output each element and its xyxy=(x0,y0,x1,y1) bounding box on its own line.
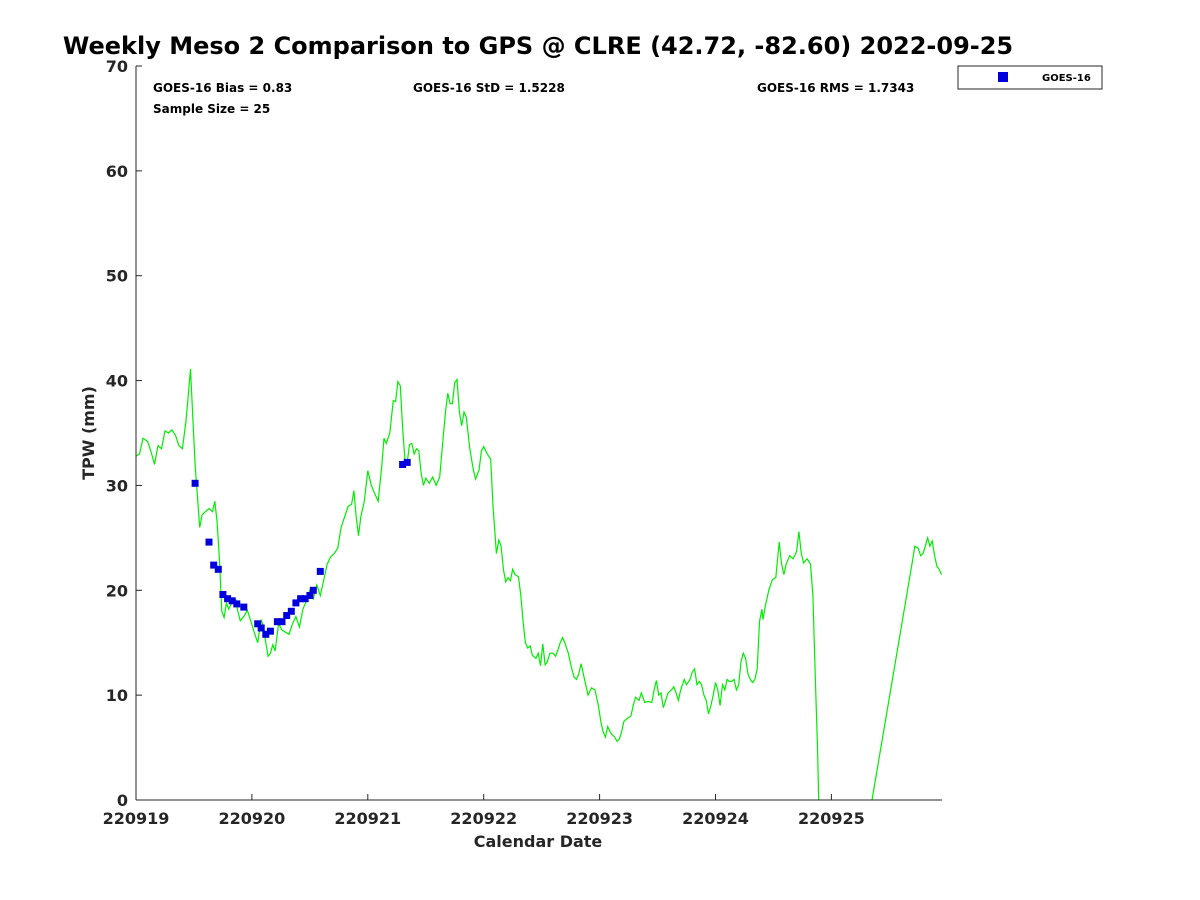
legend-label-goes: GOES-16 xyxy=(1042,73,1091,84)
goes-data-point xyxy=(210,561,218,569)
x-tick-label: 220923 xyxy=(566,809,633,828)
goes-data-point xyxy=(214,565,222,573)
goes-data-point xyxy=(224,595,232,603)
goes-data-point xyxy=(191,479,199,487)
y-axis-title: TPW (mm) xyxy=(79,386,98,480)
goes-data-point xyxy=(240,603,248,611)
goes-data-point xyxy=(273,618,281,626)
y-tick-label: 60 xyxy=(106,162,128,181)
x-axis-ticks: 220919 220920 220921 220922 220923 220924 2209… xyxy=(103,794,865,828)
goes-data-point xyxy=(316,567,324,575)
goes-data-point xyxy=(278,618,286,626)
goes-data-point xyxy=(306,592,314,599)
chart-title: Weekly Meso 2 Comparison to GPS @ CLRE (… xyxy=(63,32,1013,60)
y-tick-label: 50 xyxy=(106,267,128,286)
bias-stat: GOES-16 Bias = 0.83 xyxy=(153,81,292,95)
y-tick-label: 20 xyxy=(106,581,128,600)
goes-data-point xyxy=(205,538,213,546)
goes-data-point xyxy=(287,607,295,615)
goes-data-point xyxy=(283,612,291,619)
y-tick-label: 30 xyxy=(106,476,128,495)
goes-data-point xyxy=(254,620,262,628)
sample-size-stat: Sample Size = 25 xyxy=(153,102,270,116)
x-tick-label: 220920 xyxy=(219,809,286,828)
plot-area: 0 10 20 30 40 50 60 70 220919 220920 220921 220922… xyxy=(103,57,942,828)
goes-series-layer xyxy=(191,458,411,638)
y-tick-label: 10 xyxy=(106,686,128,705)
goes-data-point xyxy=(292,599,300,607)
legend: GOES-16 xyxy=(957,65,1103,90)
gps-series-line xyxy=(136,368,942,800)
legend-box xyxy=(957,65,1103,90)
x-tick-label: 220924 xyxy=(682,809,749,828)
goes-data-point xyxy=(297,595,305,603)
gps-series-layer xyxy=(136,368,942,800)
x-axis-title: Calendar Date xyxy=(474,832,603,851)
goes-data-point xyxy=(399,461,407,468)
y-tick-label: 70 xyxy=(106,57,128,76)
goes-data-point xyxy=(266,627,274,635)
x-tick-label: 220919 xyxy=(103,809,170,828)
y-axis-ticks: 0 10 20 30 40 50 60 70 xyxy=(106,57,142,810)
goes-data-point xyxy=(309,586,317,594)
y-tick-label: 40 xyxy=(106,372,128,391)
goes-data-point xyxy=(262,630,270,638)
goes-data-point xyxy=(301,595,309,603)
goes-data-point xyxy=(219,591,227,598)
x-tick-label: 220922 xyxy=(450,809,517,828)
rms-stat: GOES-16 RMS = 1.7343 xyxy=(757,81,914,95)
x-tick-label: 220925 xyxy=(798,809,865,828)
std-stat: GOES-16 StD = 1.5228 xyxy=(413,81,565,95)
legend-marker-goes xyxy=(998,72,1008,82)
goes-data-point xyxy=(233,600,241,608)
goes-data-point xyxy=(403,458,411,466)
y-tick-label: 0 xyxy=(117,791,128,810)
goes-data-point xyxy=(257,624,265,632)
goes-data-point xyxy=(228,597,236,605)
x-tick-label: 220921 xyxy=(334,809,401,828)
